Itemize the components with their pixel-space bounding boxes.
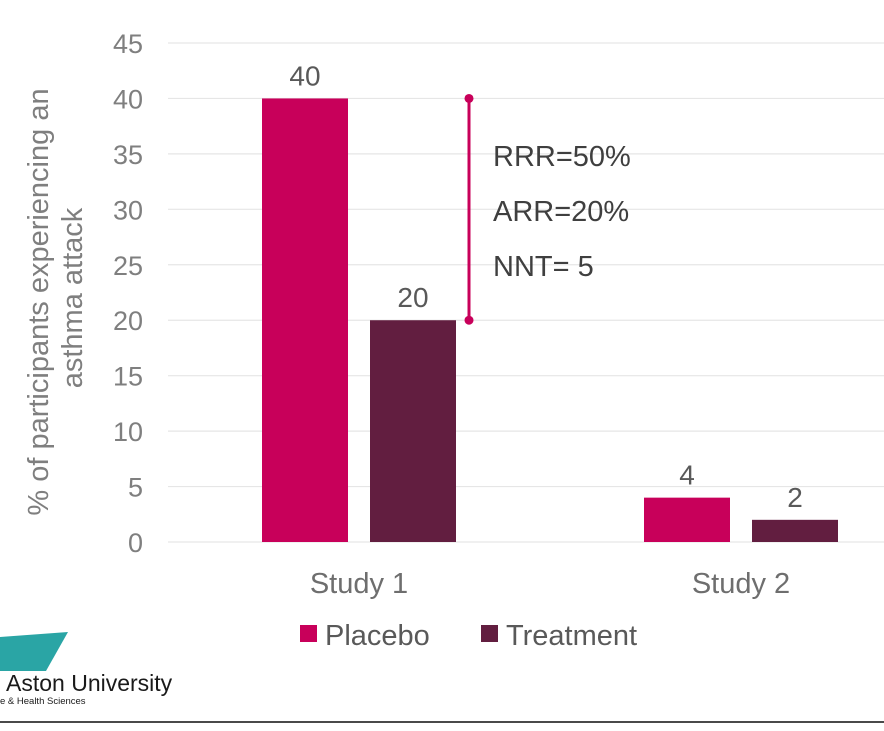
bar-placebo-study-1: [262, 98, 348, 542]
data-label-placebo-study-2: 4: [679, 460, 695, 491]
y-tick-label-40: 40: [113, 84, 143, 114]
y-axis-title: % of participants experiencing an asthma…: [23, 80, 89, 515]
category-label-study-1: Study 1: [310, 568, 408, 600]
data-label-placebo-study-1: 40: [289, 60, 320, 91]
bar-treatment-study-2: [752, 519, 838, 542]
y-axis-title-line-1: % of participants experiencing an: [23, 88, 55, 515]
y-tick-label-10: 10: [113, 417, 143, 447]
annotation-arr: ARR=20%: [493, 196, 629, 228]
data-label-treatment-study-2: 2: [787, 482, 803, 513]
data-labels: 40 20 4 2: [289, 60, 802, 512]
category-label-study-2: Study 2: [692, 568, 790, 600]
logo-name: Aston University: [6, 670, 173, 696]
y-tick-label-0: 0: [128, 528, 143, 558]
y-axis-title-line-2: asthma attack: [57, 207, 89, 388]
y-tick-label-15: 15: [113, 362, 143, 392]
legend: Placebo Treatment: [300, 620, 637, 652]
bar-placebo-study-2: [644, 497, 730, 542]
category-labels: Study 1 Study 2: [310, 568, 790, 600]
y-tick-label-30: 30: [113, 195, 143, 225]
legend-swatch-placebo: [300, 625, 317, 642]
aston-university-logo: Aston University e & Health Sciences: [0, 632, 173, 707]
annotation-rrr: RRR=50%: [493, 141, 631, 173]
y-tick-labels: 0 5 10 15 20 25 30 35 40 45: [113, 29, 143, 558]
logo-triangle-mark: [0, 632, 68, 671]
legend-label-placebo: Placebo: [325, 620, 430, 652]
y-tick-label-45: 45: [113, 29, 143, 59]
y-tick-label-20: 20: [113, 306, 143, 336]
bracket-bottom-marker: [464, 315, 474, 325]
bracket-top-marker: [464, 93, 474, 103]
bars: [262, 98, 838, 542]
annotation-nnt: NNT= 5: [493, 251, 594, 283]
logo-subtitle: e & Health Sciences: [0, 696, 86, 707]
y-tick-label-35: 35: [113, 140, 143, 170]
legend-label-treatment: Treatment: [506, 620, 637, 652]
y-tick-label-25: 25: [113, 251, 143, 281]
difference-bracket: [464, 93, 474, 325]
bar-treatment-study-1: [370, 320, 456, 542]
legend-swatch-treatment: [481, 625, 498, 642]
data-label-treatment-study-1: 20: [397, 282, 428, 313]
y-tick-label-5: 5: [128, 473, 143, 503]
